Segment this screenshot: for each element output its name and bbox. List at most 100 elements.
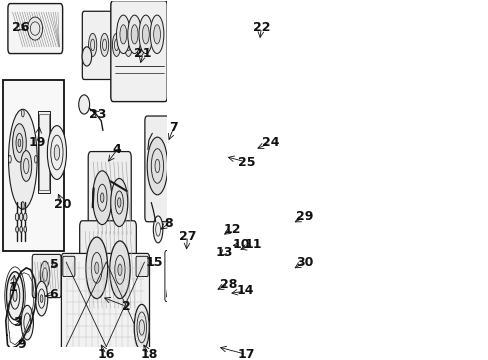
FancyBboxPatch shape bbox=[8, 4, 62, 54]
Ellipse shape bbox=[86, 237, 107, 298]
Ellipse shape bbox=[153, 25, 160, 44]
Ellipse shape bbox=[120, 25, 126, 44]
FancyBboxPatch shape bbox=[144, 116, 169, 222]
Bar bbox=[3, 80, 63, 251]
Text: 13: 13 bbox=[215, 246, 232, 259]
Text: 10: 10 bbox=[232, 238, 249, 251]
Ellipse shape bbox=[235, 139, 241, 154]
Text: 2: 2 bbox=[122, 300, 130, 313]
Ellipse shape bbox=[101, 33, 108, 57]
FancyBboxPatch shape bbox=[88, 152, 131, 245]
FancyBboxPatch shape bbox=[80, 221, 136, 319]
Ellipse shape bbox=[47, 126, 66, 179]
Ellipse shape bbox=[142, 25, 149, 44]
Text: 16: 16 bbox=[98, 348, 115, 360]
Text: 22: 22 bbox=[252, 21, 269, 34]
Text: 15: 15 bbox=[145, 256, 163, 269]
FancyBboxPatch shape bbox=[111, 1, 167, 102]
FancyBboxPatch shape bbox=[61, 253, 149, 356]
Ellipse shape bbox=[136, 33, 144, 57]
Text: 26: 26 bbox=[12, 21, 30, 34]
Ellipse shape bbox=[21, 109, 24, 117]
Ellipse shape bbox=[223, 153, 227, 166]
Text: 14: 14 bbox=[236, 284, 254, 297]
Text: 3: 3 bbox=[13, 316, 22, 329]
Ellipse shape bbox=[217, 231, 225, 255]
Text: 1: 1 bbox=[8, 280, 17, 293]
Ellipse shape bbox=[147, 137, 167, 195]
Ellipse shape bbox=[88, 33, 97, 57]
FancyBboxPatch shape bbox=[136, 256, 148, 276]
Ellipse shape bbox=[117, 198, 121, 207]
Text: 20: 20 bbox=[54, 198, 71, 211]
Text: 28: 28 bbox=[219, 278, 237, 291]
Text: 25: 25 bbox=[238, 156, 255, 168]
Ellipse shape bbox=[23, 213, 27, 221]
Ellipse shape bbox=[24, 226, 26, 232]
Text: 8: 8 bbox=[163, 217, 172, 230]
Ellipse shape bbox=[131, 25, 138, 44]
Ellipse shape bbox=[20, 226, 22, 232]
Text: 29: 29 bbox=[295, 210, 313, 224]
Ellipse shape bbox=[16, 226, 19, 232]
Ellipse shape bbox=[93, 171, 112, 225]
Ellipse shape bbox=[27, 17, 42, 40]
Text: 27: 27 bbox=[178, 230, 196, 243]
Ellipse shape bbox=[112, 33, 121, 57]
Ellipse shape bbox=[21, 150, 32, 181]
Ellipse shape bbox=[21, 305, 33, 340]
Text: 17: 17 bbox=[237, 348, 254, 360]
FancyBboxPatch shape bbox=[32, 255, 61, 298]
Ellipse shape bbox=[118, 264, 122, 275]
Ellipse shape bbox=[224, 298, 231, 318]
Text: 30: 30 bbox=[295, 256, 313, 269]
Ellipse shape bbox=[127, 15, 141, 54]
FancyBboxPatch shape bbox=[191, 322, 237, 355]
Text: 21: 21 bbox=[134, 47, 152, 60]
Ellipse shape bbox=[21, 202, 24, 209]
Ellipse shape bbox=[224, 286, 229, 301]
Ellipse shape bbox=[153, 216, 163, 243]
Text: 6: 6 bbox=[49, 288, 58, 301]
Ellipse shape bbox=[150, 15, 163, 54]
Text: 19: 19 bbox=[29, 136, 46, 149]
Ellipse shape bbox=[225, 241, 230, 256]
Text: 12: 12 bbox=[223, 223, 240, 236]
Text: 24: 24 bbox=[261, 136, 279, 149]
Ellipse shape bbox=[6, 272, 23, 320]
Text: 11: 11 bbox=[244, 238, 262, 251]
Bar bbox=[39, 114, 49, 190]
Ellipse shape bbox=[40, 261, 50, 288]
Ellipse shape bbox=[34, 156, 37, 163]
Text: 9: 9 bbox=[18, 338, 26, 351]
Text: 18: 18 bbox=[140, 348, 157, 360]
Ellipse shape bbox=[13, 290, 17, 301]
Ellipse shape bbox=[40, 295, 43, 302]
Ellipse shape bbox=[139, 15, 152, 54]
Ellipse shape bbox=[8, 156, 11, 163]
Ellipse shape bbox=[82, 47, 91, 66]
Ellipse shape bbox=[109, 241, 130, 298]
Ellipse shape bbox=[18, 139, 21, 147]
FancyBboxPatch shape bbox=[191, 283, 229, 346]
Ellipse shape bbox=[79, 95, 89, 114]
Ellipse shape bbox=[8, 109, 37, 209]
Ellipse shape bbox=[214, 255, 218, 269]
Ellipse shape bbox=[110, 179, 127, 226]
Ellipse shape bbox=[54, 145, 60, 160]
Ellipse shape bbox=[35, 281, 48, 316]
Ellipse shape bbox=[124, 33, 132, 57]
Text: 4: 4 bbox=[113, 143, 122, 156]
FancyBboxPatch shape bbox=[62, 256, 75, 276]
Ellipse shape bbox=[139, 320, 144, 335]
Ellipse shape bbox=[20, 213, 23, 221]
Ellipse shape bbox=[95, 262, 99, 274]
Ellipse shape bbox=[155, 159, 160, 173]
Text: 7: 7 bbox=[169, 121, 178, 134]
Text: 5: 5 bbox=[50, 257, 59, 270]
FancyBboxPatch shape bbox=[82, 11, 147, 80]
Ellipse shape bbox=[116, 15, 130, 54]
Ellipse shape bbox=[134, 304, 149, 351]
Text: 23: 23 bbox=[89, 108, 106, 121]
Ellipse shape bbox=[101, 193, 104, 202]
